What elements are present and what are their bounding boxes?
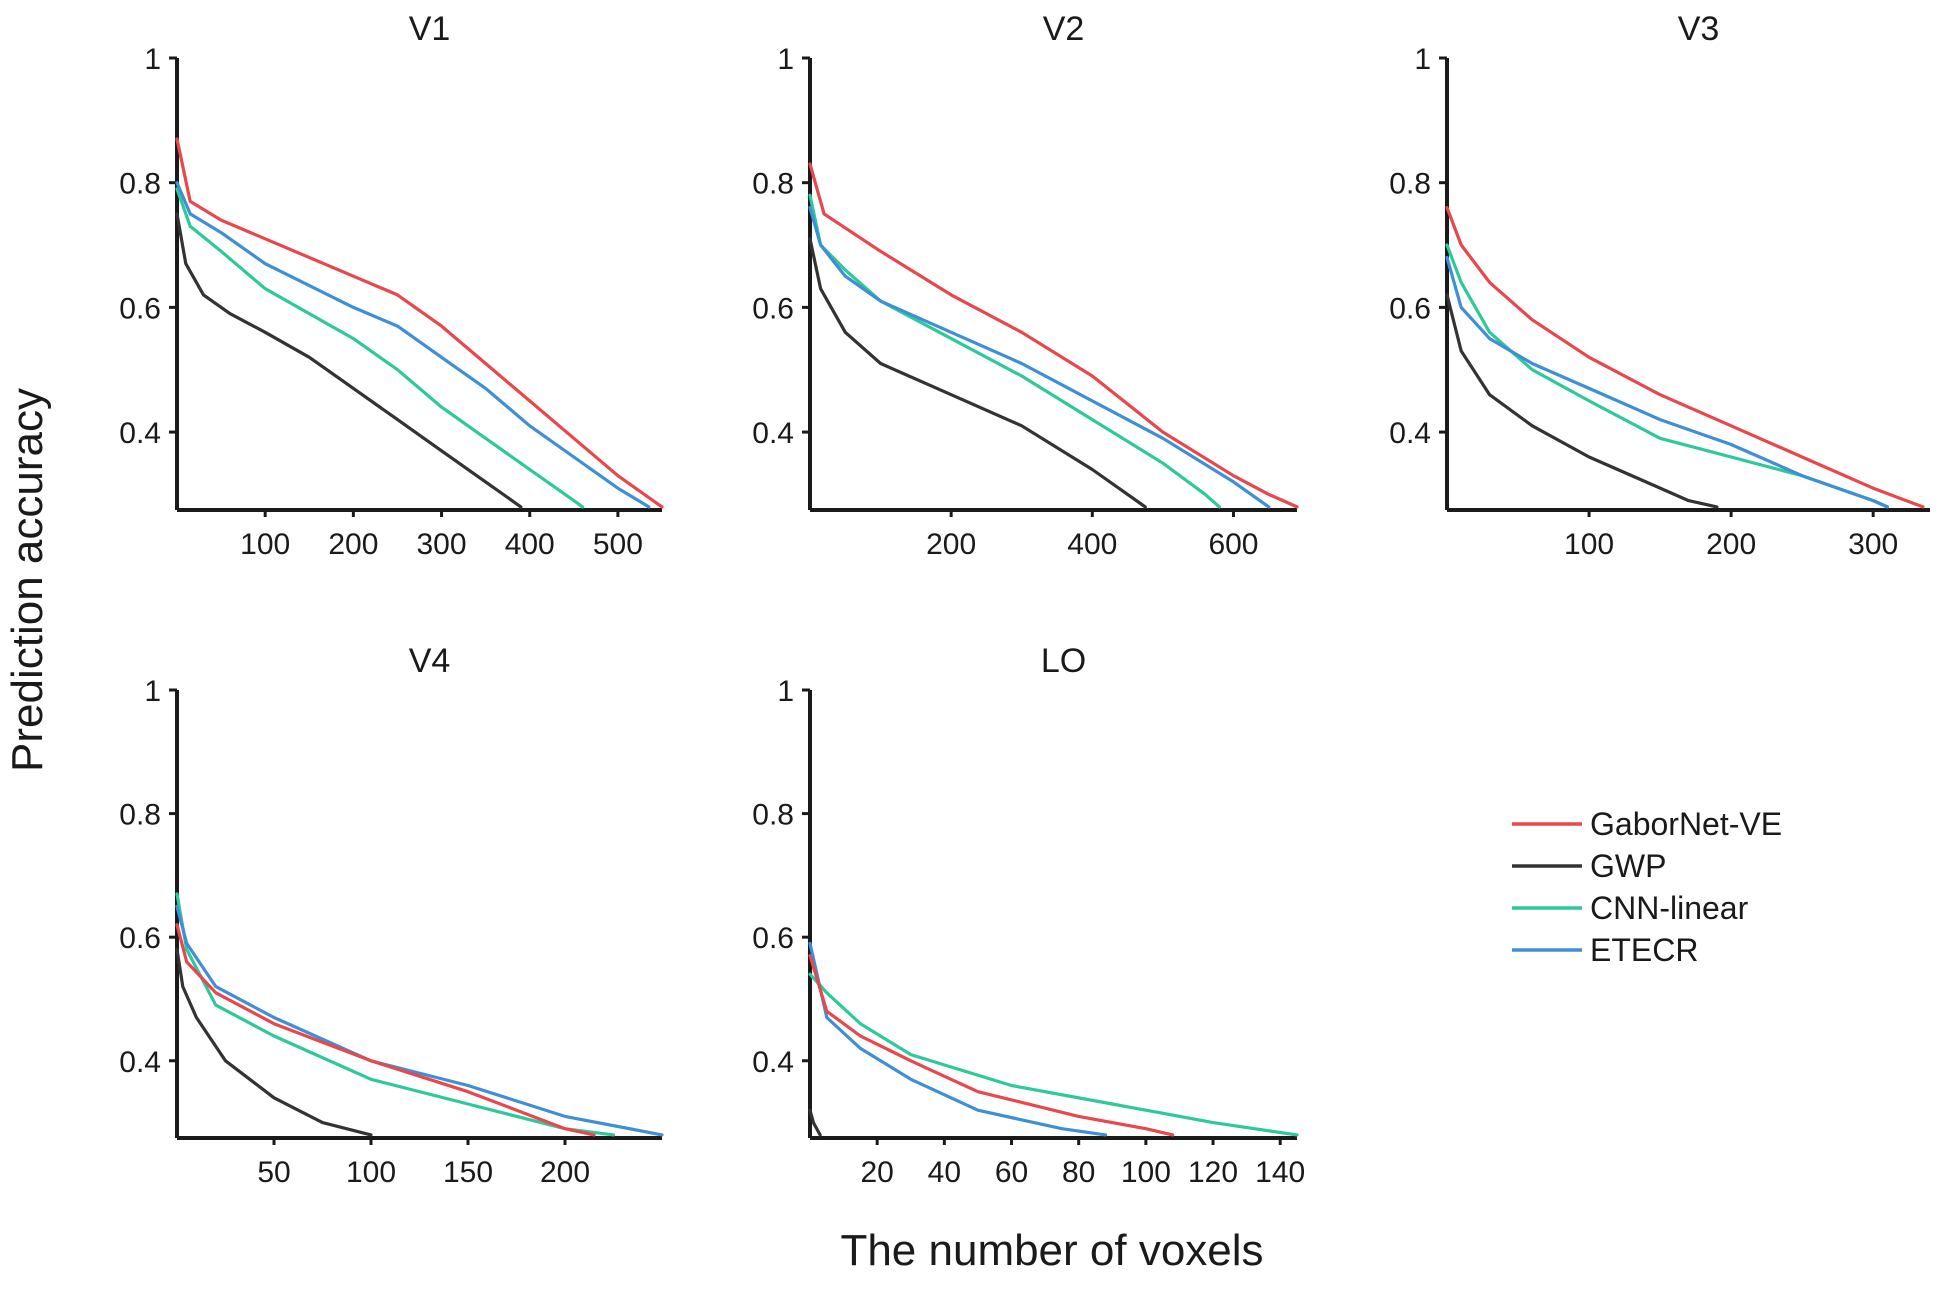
- y-tick-label: 1: [1414, 43, 1431, 76]
- x-tick-label: 140: [1255, 1156, 1305, 1189]
- y-tick-label: 1: [144, 675, 161, 708]
- x-tick-label: 40: [928, 1156, 961, 1189]
- legend-item: GWP: [1512, 848, 1666, 884]
- series-line-gabornet-ve: [808, 954, 1175, 1137]
- panel-title: V2: [1043, 10, 1085, 48]
- x-tick-label: 300: [417, 528, 467, 561]
- x-tick-label: 100: [1564, 528, 1614, 561]
- x-axis-title: The number of voxels: [840, 1226, 1263, 1275]
- series-line-cnn-linear: [175, 187, 585, 509]
- series-line-gabornet-ve: [175, 137, 664, 509]
- x-tick-label: 120: [1188, 1156, 1238, 1189]
- series-line-etecr: [808, 941, 1108, 1137]
- y-tick-label: 0.8: [752, 799, 794, 832]
- series-line-gwp: [808, 1108, 822, 1137]
- x-tick-label: 500: [593, 528, 643, 561]
- series-line-etecr: [1445, 255, 1890, 509]
- legend-label: ETECR: [1590, 932, 1698, 968]
- series-line-cnn-linear: [808, 972, 1299, 1137]
- panel-v2: V2 0.4 0.6 0.8 1 200 400 600: [752, 10, 1299, 561]
- y-tick-label: 0.4: [119, 417, 161, 450]
- y-tick-label: 0.6: [752, 922, 794, 955]
- series-line-cnn-linear: [175, 892, 616, 1137]
- y-tick-label: 0.4: [119, 1046, 161, 1079]
- series-line-gwp: [175, 212, 523, 509]
- x-tick-label: 100: [1121, 1156, 1171, 1189]
- y-axis-title: Prediction accuracy: [3, 388, 52, 772]
- x-tick-label: 400: [505, 528, 555, 561]
- x-tick-label: 20: [860, 1156, 893, 1189]
- y-tick-label: 0.4: [752, 417, 794, 450]
- series-line-gabornet-ve: [808, 162, 1299, 509]
- x-tick-label: 200: [540, 1156, 590, 1189]
- x-tick-label: 50: [257, 1156, 290, 1189]
- y-tick-label: 1: [144, 43, 161, 76]
- x-tick-label: 200: [926, 528, 976, 561]
- x-tick-label: 100: [240, 528, 290, 561]
- x-tick-label: 300: [1848, 528, 1898, 561]
- series-line-gabornet-ve: [175, 923, 596, 1137]
- x-tick-label: 200: [328, 528, 378, 561]
- y-tick-label: 0.4: [1389, 417, 1431, 450]
- y-tick-label: 0.6: [119, 922, 161, 955]
- y-tick-label: 1: [777, 43, 794, 76]
- x-tick-label: 100: [346, 1156, 396, 1189]
- y-tick-label: 0.6: [752, 292, 794, 325]
- legend: GaborNet-VE GWP CNN-linear ETECR: [1512, 806, 1782, 968]
- series-line-gwp: [1445, 293, 1719, 509]
- y-tick-label: 0.6: [1389, 292, 1431, 325]
- series-line-etecr: [175, 181, 651, 509]
- series-line-cnn-linear: [1445, 243, 1890, 509]
- panel-title: V4: [409, 642, 451, 680]
- y-tick-label: 0.6: [119, 292, 161, 325]
- x-tick-label: 200: [1706, 528, 1756, 561]
- panel-title: V3: [1678, 10, 1720, 48]
- legend-label: CNN-linear: [1590, 890, 1749, 926]
- y-tick-label: 0.8: [1389, 168, 1431, 201]
- series-line-etecr: [808, 206, 1271, 509]
- y-tick-label: 1: [777, 675, 794, 708]
- y-tick-label: 0.8: [119, 799, 161, 832]
- legend-item: GaborNet-VE: [1512, 806, 1782, 842]
- legend-label: GaborNet-VE: [1590, 806, 1782, 842]
- panel-title: V1: [409, 10, 451, 48]
- x-tick-label: 80: [1062, 1156, 1095, 1189]
- x-tick-label: 400: [1067, 528, 1117, 561]
- series-line-cnn-linear: [808, 193, 1222, 509]
- y-tick-label: 0.8: [752, 168, 794, 201]
- series-line-gwp: [175, 947, 373, 1137]
- y-tick-label: 0.8: [119, 168, 161, 201]
- series-line-gabornet-ve: [1445, 206, 1925, 509]
- legend-item: ETECR: [1512, 932, 1698, 968]
- x-tick-label: 150: [443, 1156, 493, 1189]
- panel-v1: V1 0.4 0.6 0.8 1 100 200 300 400 500: [119, 10, 664, 561]
- legend-item: CNN-linear: [1512, 890, 1749, 926]
- legend-label: GWP: [1590, 848, 1666, 884]
- panel-title: LO: [1041, 642, 1086, 680]
- series-line-etecr: [175, 904, 664, 1137]
- panel-v3: V3 0.4 0.6 0.8 1 100 200 300: [1389, 10, 1930, 561]
- series-line-gwp: [808, 237, 1147, 509]
- y-tick-label: 0.4: [752, 1046, 794, 1079]
- x-tick-label: 600: [1208, 528, 1258, 561]
- x-tick-label: 60: [995, 1156, 1028, 1189]
